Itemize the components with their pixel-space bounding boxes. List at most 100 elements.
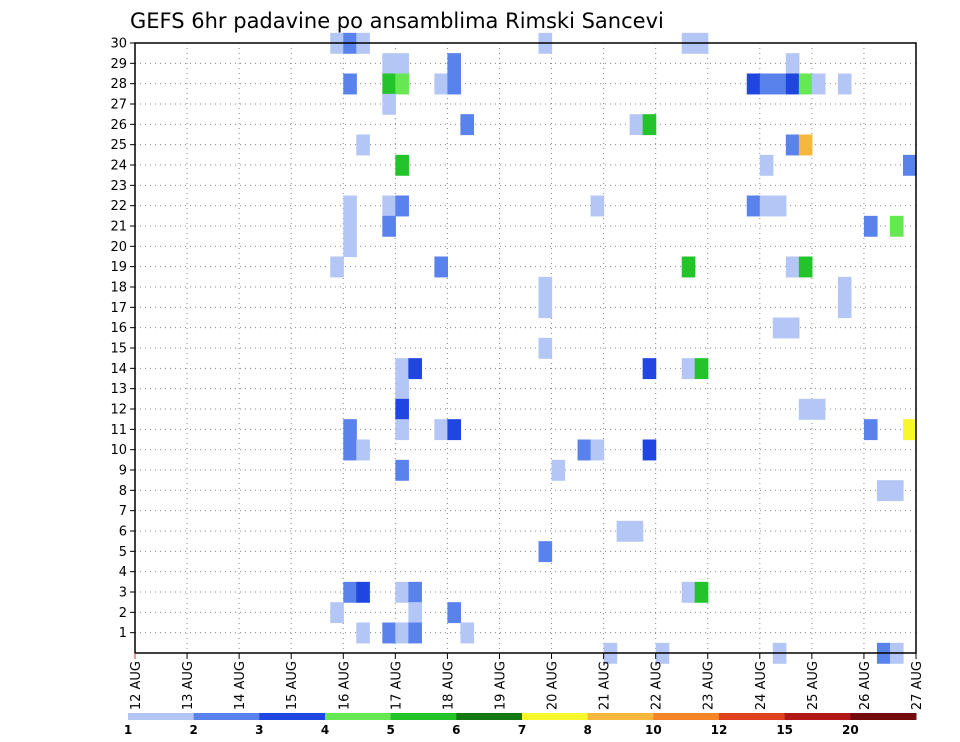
heatmap-cell <box>395 378 409 400</box>
x-tick-label: 12 AUG <box>129 661 144 710</box>
heatmap-cell <box>408 358 422 380</box>
chart-title: GEFS 6hr padavine po ansamblima Rimski S… <box>130 9 664 33</box>
y-tick-label: 5 <box>119 545 127 560</box>
heatmap-cell <box>395 419 409 441</box>
legend-label: 2 <box>189 723 197 737</box>
heatmap-cell <box>694 358 709 380</box>
heatmap-cell <box>434 419 448 441</box>
heatmap-cell <box>447 602 462 624</box>
x-tick-label: 23 AUG <box>702 661 717 710</box>
heatmap-cell <box>642 439 657 461</box>
heatmap-cell <box>798 73 813 95</box>
x-tick-label: 24 AUG <box>754 661 769 710</box>
heatmap-cell <box>551 459 566 481</box>
heatmap-cell <box>811 398 826 420</box>
heatmap-cell <box>837 297 852 319</box>
heatmap-cell <box>681 358 696 380</box>
heatmap-cell <box>395 581 409 603</box>
y-tick-label: 30 <box>110 37 127 52</box>
y-tick-label: 10 <box>110 443 127 458</box>
heatmap-cell <box>382 93 396 115</box>
legend-label: 6 <box>452 723 460 737</box>
heatmap-cell <box>356 622 370 644</box>
heatmap-cell <box>811 73 826 95</box>
y-tick-label: 28 <box>110 77 127 92</box>
heatmap-cell <box>395 195 409 217</box>
heatmap-cell <box>577 439 592 461</box>
heatmap-cell <box>395 154 409 176</box>
heatmap-cell <box>902 419 917 441</box>
y-tick-label: 12 <box>110 403 127 418</box>
heatmap-cell <box>343 236 357 258</box>
heatmap-cell <box>616 520 631 542</box>
heatmap-cell <box>759 73 774 95</box>
x-tick-label: 13 AUG <box>181 661 196 710</box>
y-tick-label: 22 <box>110 199 127 214</box>
heatmap-cell <box>330 256 344 278</box>
y-tick-label: 23 <box>110 179 127 194</box>
x-tick-label: 20 AUG <box>546 661 561 710</box>
color-legend: 1 2 3 4 5 6 7 8 10 12 15 20 <box>124 713 917 737</box>
heatmap-cell <box>746 195 761 217</box>
heatmap-cell <box>382 622 396 644</box>
heatmap-cell <box>382 73 396 95</box>
y-tick-label: 17 <box>110 301 127 316</box>
y-tick-label: 25 <box>110 138 127 153</box>
heatmap-cell <box>785 73 800 95</box>
heatmap-cell <box>408 622 422 644</box>
heatmap-cell <box>642 114 657 136</box>
heatmap-cell <box>889 480 904 502</box>
heatmap-cell <box>889 215 904 237</box>
heatmap-cell <box>876 480 891 502</box>
heatmap-cell <box>785 317 800 339</box>
y-tick-label: 16 <box>110 321 127 336</box>
heatmap-cell <box>837 276 852 298</box>
y-tick-label: 9 <box>119 464 127 479</box>
legend-label: 15 <box>776 723 793 737</box>
heatmap-cell <box>460 114 475 136</box>
y-tick-label: 1 <box>119 626 127 641</box>
y-tick-label: 14 <box>110 362 127 377</box>
heatmap-cell <box>395 398 409 420</box>
heatmap-cell <box>343 73 357 95</box>
heatmap-cell <box>772 73 787 95</box>
legend-label: 10 <box>645 723 662 737</box>
heatmap-cell <box>408 602 422 624</box>
x-tick-label: 16 AUG <box>337 661 352 710</box>
heatmap-cell <box>460 622 475 644</box>
legend-label: 4 <box>321 723 329 737</box>
legend-swatch <box>390 713 457 720</box>
y-tick-label: 4 <box>119 565 127 580</box>
heatmap-cell <box>447 419 462 441</box>
heatmap-cell <box>356 581 370 603</box>
heatmap-cell <box>538 276 553 298</box>
y-tick-label: 6 <box>119 525 127 540</box>
heatmap-cells <box>330 32 917 664</box>
heatmap-cell <box>395 622 409 644</box>
heatmap-cell <box>785 134 800 156</box>
x-tick-label: 22 AUG <box>650 661 665 710</box>
heatmap-cell <box>772 317 787 339</box>
heatmap-cell <box>382 195 396 217</box>
heatmap-cell <box>642 358 657 380</box>
heatmap-cell <box>447 73 462 95</box>
y-tick-label: 7 <box>119 504 127 519</box>
heatmap-cell <box>798 398 813 420</box>
y-tick-label: 19 <box>110 260 127 275</box>
heatmap-cell <box>785 256 800 278</box>
y-tick-label: 2 <box>119 606 127 621</box>
x-tick-label: 14 AUG <box>233 661 248 710</box>
y-tick-label: 24 <box>110 159 127 174</box>
legend-swatch <box>456 713 523 720</box>
heatmap-cell <box>343 419 357 441</box>
heatmap-cell <box>629 114 644 136</box>
heatmap-cell <box>837 73 852 95</box>
heatmap-cell <box>798 256 813 278</box>
heatmap-cell <box>447 53 462 75</box>
heatmap-cell <box>759 154 774 176</box>
heatmap-cell <box>343 215 357 237</box>
axes: 1234567891011121314151617181920212223242… <box>110 37 925 711</box>
heatmap-cell <box>434 73 448 95</box>
legend-swatch <box>719 713 786 720</box>
